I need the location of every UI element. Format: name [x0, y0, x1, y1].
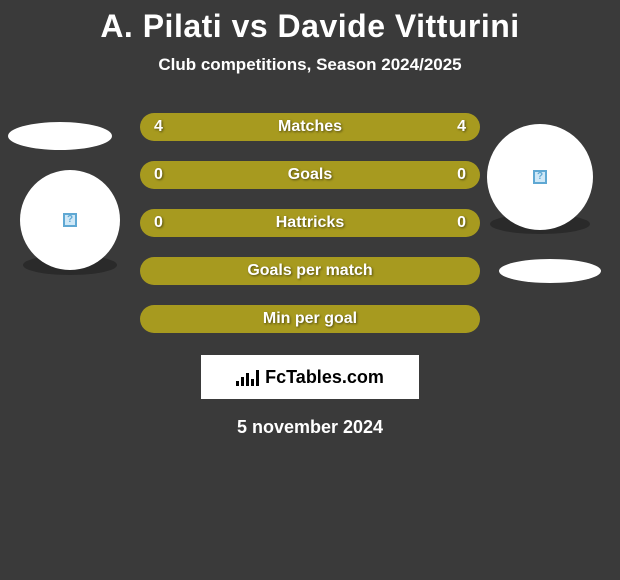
stat-label: Min per goal [140, 310, 480, 328]
left-top-ellipse [8, 122, 112, 150]
stat-right-value: 0 [457, 214, 466, 232]
player2-name: Davide Vitturini [278, 8, 520, 44]
stat-left-value: 0 [154, 214, 163, 232]
vs-text: vs [232, 8, 269, 44]
placeholder-icon [63, 213, 77, 227]
stat-right-value: 4 [457, 118, 466, 136]
right-avatar [487, 124, 593, 230]
left-avatar [20, 170, 120, 270]
stat-label: Matches [140, 118, 480, 136]
stat-label: Goals [140, 166, 480, 184]
date: 5 november 2024 [0, 417, 620, 438]
stat-label: Goals per match [140, 262, 480, 280]
stat-row-hattricks: 0 Hattricks 0 [140, 209, 480, 237]
logo-box: FcTables.com [201, 355, 419, 399]
stat-row-goals-per-match: Goals per match [140, 257, 480, 285]
subtitle: Club competitions, Season 2024/2025 [0, 55, 620, 75]
stat-row-matches: 4 Matches 4 [140, 113, 480, 141]
stat-left-value: 4 [154, 118, 163, 136]
bars-icon [236, 368, 259, 386]
stat-right-value: 0 [457, 166, 466, 184]
comparison-title: A. Pilati vs Davide Vitturini [0, 0, 620, 45]
stat-label: Hattricks [140, 214, 480, 232]
stat-row-goals: 0 Goals 0 [140, 161, 480, 189]
stat-left-value: 0 [154, 166, 163, 184]
placeholder-icon [533, 170, 547, 184]
stat-row-min-per-goal: Min per goal [140, 305, 480, 333]
player1-name: A. Pilati [100, 8, 222, 44]
stat-rows: 4 Matches 4 0 Goals 0 0 Hattricks 0 Goal… [140, 113, 480, 333]
right-bottom-ellipse [499, 259, 601, 283]
logo-text: FcTables.com [265, 367, 384, 388]
